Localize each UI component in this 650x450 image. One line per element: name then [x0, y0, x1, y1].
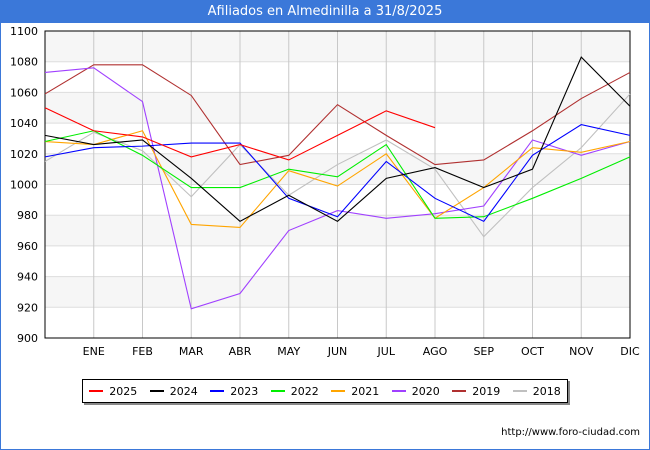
x-tick-label: ABR: [229, 345, 252, 358]
legend-label: 2023: [230, 384, 259, 398]
x-tick-label: DIC: [620, 345, 640, 358]
y-tick-label: 960: [17, 240, 38, 253]
series-line-2020: [44, 67, 631, 310]
series-line-2019: [44, 64, 631, 166]
legend-item-2018: 2018: [512, 384, 561, 398]
legend-label: 2020: [411, 384, 440, 398]
legend-label: 2025: [109, 384, 138, 398]
x-tick-label: NOV: [569, 345, 594, 358]
series-line-2025: [44, 107, 436, 161]
legend-swatch: [89, 390, 104, 392]
x-tick-label: MAY: [277, 345, 300, 358]
series-line-2022: [44, 130, 631, 219]
y-tick-label: 900: [17, 332, 38, 345]
y-tick-label: 940: [17, 271, 38, 284]
series-line-2021: [44, 130, 631, 229]
series-line-2023: [44, 124, 631, 223]
x-tick-label: ENE: [83, 345, 105, 358]
legend-label: 2024: [169, 384, 198, 398]
legend-swatch: [149, 390, 164, 392]
source-url: http://www.foro-ciudad.com: [501, 427, 640, 438]
series-line-2024: [44, 56, 631, 223]
chart-title: Afiliados en Almedinilla a 31/8/2025: [0, 0, 650, 23]
y-tick-label: 980: [17, 209, 38, 222]
legend-swatch: [331, 390, 346, 392]
legend-label: 2021: [351, 384, 380, 398]
legend-label: 2018: [532, 384, 561, 398]
plot-border: [44, 30, 631, 339]
y-tick-label: 1020: [10, 148, 38, 161]
legend-item-2022: 2022: [270, 384, 319, 398]
series-line-2018: [44, 93, 631, 238]
y-tick-label: 1080: [10, 56, 38, 69]
legend-label: 2022: [290, 384, 319, 398]
legend-swatch: [270, 390, 285, 392]
legend-item-2020: 2020: [391, 384, 440, 398]
y-tick-label: 920: [17, 301, 38, 314]
y-tick-label: 1000: [10, 179, 38, 192]
legend-item-2025: 2025: [89, 385, 137, 398]
y-tick-label: 1100: [10, 25, 38, 38]
legend-item-2023: 2023: [210, 385, 258, 398]
legend-swatch: [512, 390, 527, 392]
legend-swatch: [391, 390, 406, 392]
legend-item-2021: 2021: [331, 385, 379, 398]
x-tick-label: JUL: [377, 345, 396, 358]
x-tick-label: MAR: [179, 345, 204, 358]
y-tick-label: 1060: [10, 86, 38, 99]
x-tick-label: FEB: [132, 345, 153, 358]
legend-swatch: [210, 390, 225, 392]
legend-item-2019: 2019: [452, 385, 500, 398]
legend-item-2024: 2024: [149, 384, 198, 398]
legend: 2025 2024 2023 2022 2021 2020 2019 2018: [82, 379, 568, 403]
x-tick-label: AGO: [423, 345, 448, 358]
y-tick-label: 1040: [10, 117, 38, 130]
x-tick-label: OCT: [521, 345, 544, 358]
legend-swatch: [452, 390, 467, 392]
x-tick-label: JUN: [327, 345, 348, 358]
x-tick-label: SEP: [473, 345, 494, 358]
legend-label: 2019: [472, 384, 501, 398]
